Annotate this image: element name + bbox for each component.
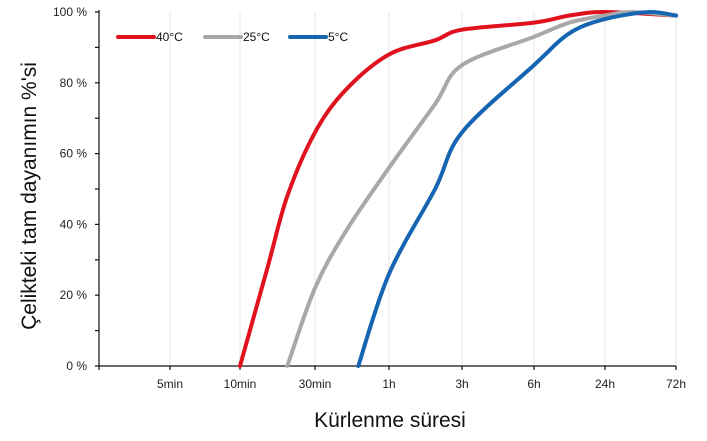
y-tick-labels: 0 % 20 % 40 % 60 % 80 % 100 % bbox=[53, 5, 87, 373]
series-line-1 bbox=[285, 10, 678, 368]
x-tick-label: 72h bbox=[666, 377, 686, 391]
x-tick-labels: 5min 10min 30min 1h 3h 6h 24h 72h bbox=[157, 377, 686, 391]
x-tick-label: 1h bbox=[382, 377, 395, 391]
x-tick-label: 3h bbox=[455, 377, 468, 391]
series-lines bbox=[238, 10, 678, 368]
x-axis-title: Kürlenme süresi bbox=[314, 409, 466, 432]
legend-label-0: 40°C bbox=[156, 30, 183, 44]
y-tick-label: 20 % bbox=[60, 288, 88, 302]
x-tick-label: 5min bbox=[157, 377, 183, 391]
grid-lines bbox=[169, 12, 677, 366]
series-line-0 bbox=[238, 10, 678, 368]
legend-label-1: 25°C bbox=[243, 30, 270, 44]
axes bbox=[95, 10, 677, 370]
y-axis-title: Çelikteki tam dayanımın %'si bbox=[18, 62, 41, 330]
x-tick-label: 30min bbox=[299, 377, 332, 391]
y-tick-label: 40 % bbox=[60, 217, 88, 231]
y-tick-label: 0 % bbox=[66, 359, 87, 373]
y-tick-label: 80 % bbox=[60, 76, 88, 90]
series-line-2 bbox=[356, 10, 678, 368]
x-tick-label: 24h bbox=[595, 377, 615, 391]
x-tick-label: 10min bbox=[224, 377, 257, 391]
y-tick-label: 60 % bbox=[60, 147, 88, 161]
x-tick-label: 6h bbox=[527, 377, 540, 391]
y-tick-label: 100 % bbox=[53, 5, 87, 19]
legend: 40°C 25°C 5°C bbox=[116, 30, 348, 44]
legend-label-2: 5°C bbox=[328, 30, 348, 44]
